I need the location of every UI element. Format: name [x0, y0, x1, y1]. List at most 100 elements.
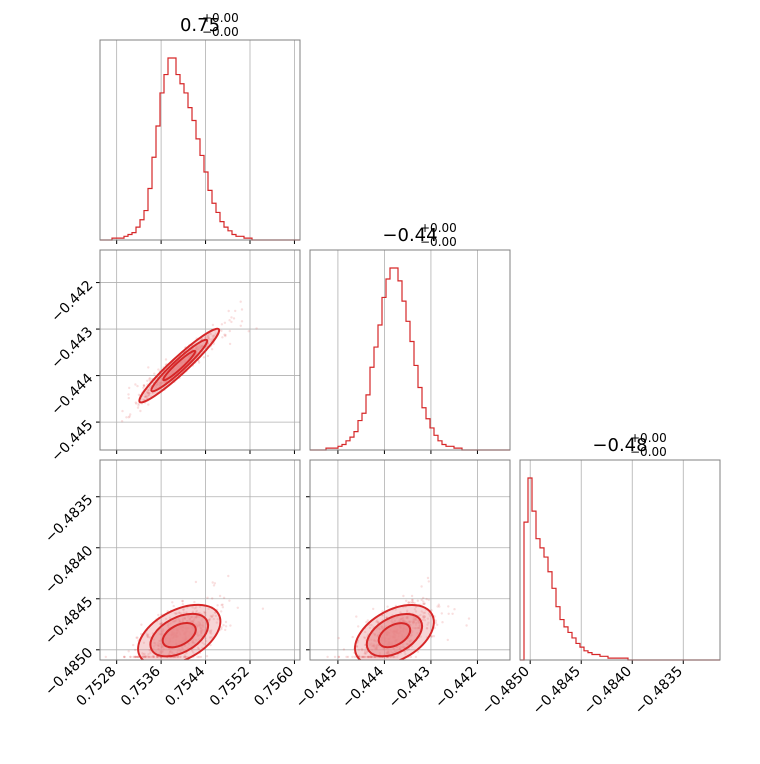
- sample-point: [368, 655, 372, 659]
- sample-point: [423, 619, 427, 622]
- sample-point: [148, 378, 151, 381]
- panels-layer: 0.75280.75360.75440.75520.7560−0.445−0.4…: [42, 39, 721, 718]
- sample-point: [206, 334, 209, 337]
- sample-point: [405, 599, 408, 602]
- sample-point: [203, 336, 207, 339]
- sample-point: [152, 655, 156, 659]
- sample-point: [423, 615, 426, 618]
- sample-point: [422, 600, 425, 603]
- sample-point: [204, 613, 207, 617]
- sample-point: [148, 648, 151, 652]
- sample-point: [368, 655, 371, 659]
- title-1-sup: +0.00: [420, 221, 457, 235]
- sample-point: [355, 644, 358, 648]
- sample-point: [357, 654, 361, 657]
- sample-point: [185, 655, 188, 659]
- sample-point: [199, 655, 203, 659]
- title-0-main: 0.75: [180, 15, 220, 36]
- sample-point: [221, 603, 224, 606]
- sample-point: [363, 655, 366, 659]
- sample-point: [178, 655, 182, 659]
- sample-point: [146, 396, 149, 400]
- x-tick-label: −0.4845: [530, 664, 584, 718]
- axes-frame: [309, 459, 511, 661]
- sample-point: [210, 338, 213, 341]
- sample-point: [146, 635, 149, 639]
- sample-point: [423, 615, 426, 619]
- sample-point: [152, 655, 156, 659]
- sample-point: [434, 621, 437, 624]
- sample-point: [367, 655, 370, 659]
- sample-point: [190, 649, 194, 652]
- sample-point: [224, 333, 227, 337]
- sample-point: [143, 652, 146, 656]
- sample-point: [213, 582, 217, 585]
- sample-point: [423, 602, 426, 605]
- sample-point: [337, 655, 341, 659]
- sample-point: [427, 621, 430, 624]
- sample-point: [376, 621, 380, 624]
- sample-point: [407, 601, 410, 604]
- sample-point: [345, 655, 348, 659]
- sample-point: [222, 624, 225, 627]
- sample-point: [172, 604, 175, 608]
- sample-point: [414, 605, 418, 609]
- sample-point: [181, 599, 184, 603]
- sample-point: [180, 612, 183, 615]
- sample-point: [137, 393, 141, 396]
- sample-point: [366, 655, 369, 659]
- scatter-panel-0-1: [96, 249, 301, 454]
- sample-point: [164, 617, 168, 621]
- sample-point: [451, 612, 454, 615]
- sample-point: [351, 655, 354, 659]
- sample-point: [437, 603, 440, 606]
- sample-point: [179, 655, 182, 659]
- sample-point: [182, 655, 186, 659]
- y-tick-label: −0.4835: [42, 492, 96, 546]
- sample-point: [151, 655, 154, 659]
- sample-point: [427, 612, 431, 615]
- sample-point: [127, 396, 130, 400]
- sample-point: [174, 612, 178, 616]
- sample-point: [147, 389, 150, 392]
- sample-point: [147, 391, 150, 394]
- sample-point: [420, 598, 423, 602]
- sample-point: [145, 395, 148, 398]
- sample-point: [208, 617, 212, 620]
- sample-point: [427, 598, 430, 601]
- sample-point: [128, 386, 131, 390]
- sample-point: [149, 651, 152, 655]
- sample-point: [204, 639, 208, 643]
- sample-point: [148, 386, 152, 389]
- sample-point: [224, 620, 228, 624]
- axes-frame: [99, 459, 301, 661]
- sample-point: [144, 654, 147, 658]
- x-tick-label: 0.7544: [162, 663, 208, 709]
- sample-point: [422, 602, 426, 606]
- sample-point: [212, 342, 215, 345]
- sample-point: [145, 632, 148, 635]
- contour-level-2: [161, 621, 197, 649]
- sample-point: [192, 651, 195, 654]
- sample-point: [342, 648, 346, 651]
- sample-point: [136, 384, 139, 388]
- sample-point: [220, 627, 223, 631]
- sample-point: [240, 320, 244, 323]
- y-tick-label: −0.445: [48, 417, 96, 465]
- sample-point: [411, 598, 414, 602]
- sample-point: [210, 615, 213, 618]
- sample-point: [129, 655, 132, 659]
- sample-point: [423, 611, 427, 614]
- sample-point: [426, 576, 430, 580]
- sample-point: [196, 646, 200, 649]
- sample-point: [128, 415, 131, 418]
- sample-point: [203, 610, 206, 614]
- sample-point: [147, 655, 151, 659]
- sample-point: [364, 655, 367, 659]
- sample-point: [357, 648, 360, 652]
- sample-point: [209, 614, 212, 618]
- sample-point: [372, 655, 375, 659]
- x-tick-label: −0.445: [293, 664, 341, 712]
- sample-point: [438, 605, 441, 608]
